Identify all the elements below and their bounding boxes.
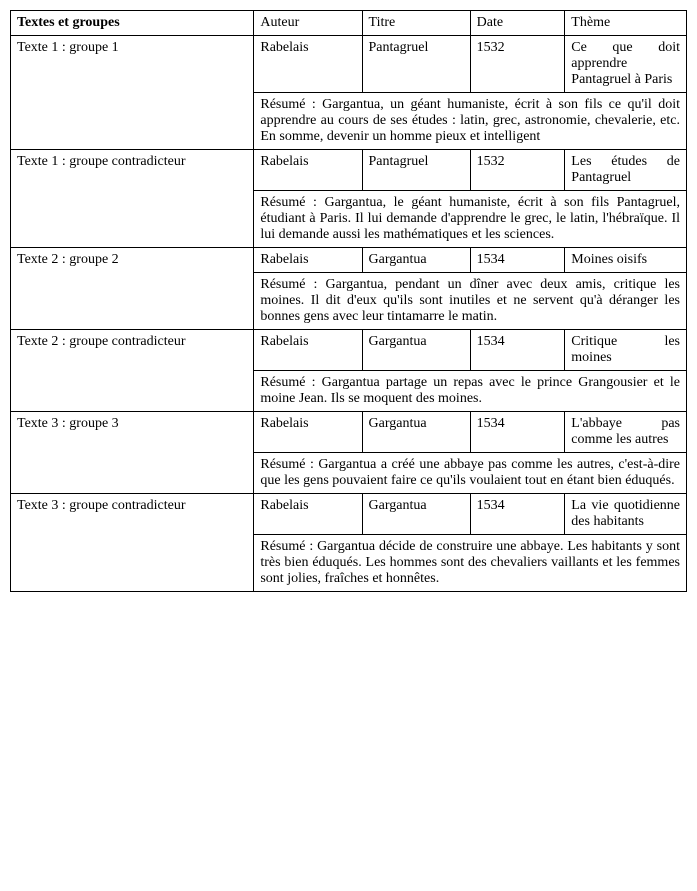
row-date: 1534 [470,412,565,453]
row-resume: Résumé : Gargantua décide de construire … [254,535,687,592]
table-row: Texte 2 : groupe contradicteur Rabelais … [11,330,687,371]
row-date: 1532 [470,150,565,191]
row-label: Texte 1 : groupe contradicteur [11,150,254,248]
row-theme: L'abbaye pas comme les autres [565,412,687,453]
table-header-row: Textes et groupes Auteur Titre Date Thèm… [11,11,687,36]
row-auteur: Rabelais [254,494,362,535]
row-resume: Résumé : Gargantua, un géant humaniste, … [254,93,687,150]
table-row: Texte 2 : groupe 2 Rabelais Gargantua 15… [11,248,687,273]
row-auteur: Rabelais [254,412,362,453]
table-row: Texte 1 : groupe 1 Rabelais Pantagruel 1… [11,36,687,93]
row-titre: Gargantua [362,248,470,273]
row-label: Texte 2 : groupe contradicteur [11,330,254,412]
texts-table: Textes et groupes Auteur Titre Date Thèm… [10,10,687,592]
row-theme: Ce que doit apprendre Pantagruel à Paris [565,36,687,93]
row-theme: Moines oisifs [565,248,687,273]
table-row: Texte 3 : groupe 3 Rabelais Gargantua 15… [11,412,687,453]
row-label: Texte 2 : groupe 2 [11,248,254,330]
row-titre: Pantagruel [362,150,470,191]
row-date: 1534 [470,494,565,535]
row-resume: Résumé : Gargantua, le géant humaniste, … [254,191,687,248]
row-date: 1534 [470,248,565,273]
row-auteur: Rabelais [254,36,362,93]
row-auteur: Rabelais [254,330,362,371]
row-resume: Résumé : Gargantua a créé une abbaye pas… [254,453,687,494]
header-col3: Titre [362,11,470,36]
row-titre: Gargantua [362,412,470,453]
row-resume: Résumé : Gargantua, pendant un dîner ave… [254,273,687,330]
row-auteur: Rabelais [254,150,362,191]
row-auteur: Rabelais [254,248,362,273]
row-label: Texte 1 : groupe 1 [11,36,254,150]
row-date: 1534 [470,330,565,371]
row-theme: Les études de Pantagruel [565,150,687,191]
header-col4: Date [470,11,565,36]
table-row: Texte 3 : groupe contradicteur Rabelais … [11,494,687,535]
header-col5: Thème [565,11,687,36]
header-col1: Textes et groupes [11,11,254,36]
row-theme: Critique les moines [565,330,687,371]
row-titre: Gargantua [362,494,470,535]
table-body: Textes et groupes Auteur Titre Date Thèm… [11,11,687,592]
table-row: Texte 1 : groupe contradicteur Rabelais … [11,150,687,191]
row-titre: Gargantua [362,330,470,371]
row-date: 1532 [470,36,565,93]
header-col2: Auteur [254,11,362,36]
row-label: Texte 3 : groupe contradicteur [11,494,254,592]
row-label: Texte 3 : groupe 3 [11,412,254,494]
row-titre: Pantagruel [362,36,470,93]
row-theme: La vie quotidienne des habitants [565,494,687,535]
row-resume: Résumé : Gargantua partage un repas avec… [254,371,687,412]
